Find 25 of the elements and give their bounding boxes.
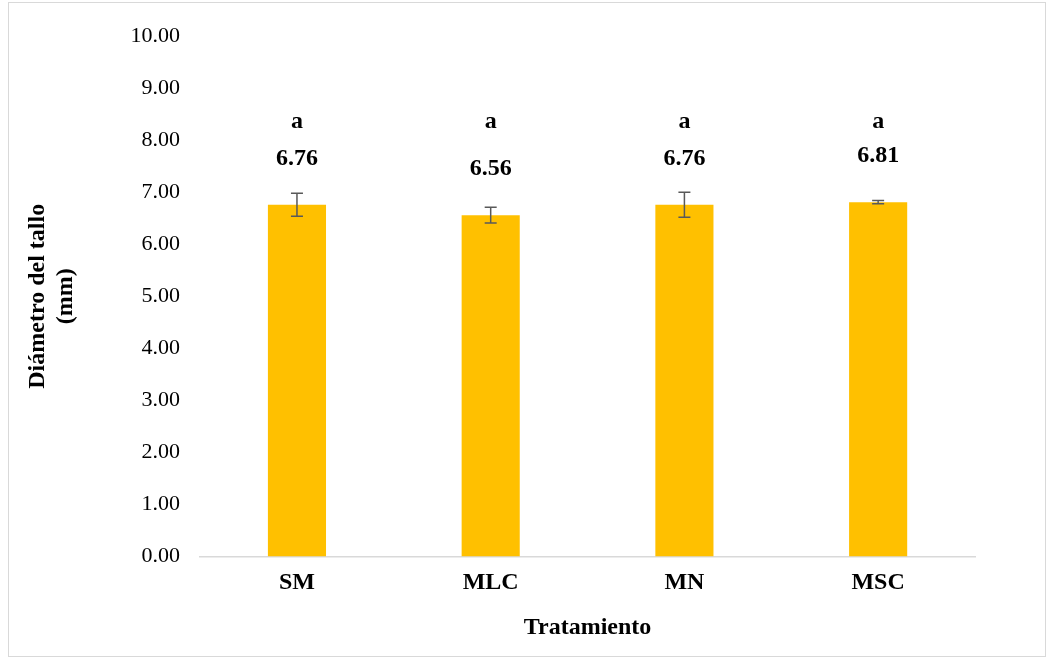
y-tick-label: 9.00: [141, 74, 181, 99]
x-tick-label: MN: [664, 568, 706, 594]
y-tick-label: 2.00: [141, 438, 181, 464]
y-tick-label: 4.00: [141, 334, 181, 360]
y-tick-label: 3.00: [141, 386, 181, 412]
x-tick-label: SM: [278, 568, 315, 594]
y-tick-label: 10.00: [130, 21, 181, 47]
y-tick-label: 0.00: [141, 542, 181, 568]
annotation: a: [290, 107, 303, 134]
data-label: 6.56: [469, 154, 512, 181]
data-label: 6.76: [275, 143, 318, 170]
y-tick-label: 7.00: [141, 178, 181, 204]
y-tick-label: 5.00: [141, 282, 181, 308]
annotation: a: [678, 107, 691, 134]
y-tick-label: 1.00: [141, 490, 181, 516]
x-axis-title: Tratamiento: [523, 612, 652, 639]
x-tick-label: MSC: [851, 568, 905, 594]
annotation: a: [872, 107, 885, 134]
data-label: 6.81: [857, 141, 900, 168]
y-tick-label: 8.00: [141, 126, 181, 152]
data-label: 6.76: [663, 143, 706, 170]
x-tick-label: MLC: [462, 568, 519, 594]
y-tick-label: 6.00: [141, 230, 181, 256]
annotation: a: [484, 107, 497, 134]
y-axis-title: Diámetro del tallo (mm): [22, 203, 78, 389]
